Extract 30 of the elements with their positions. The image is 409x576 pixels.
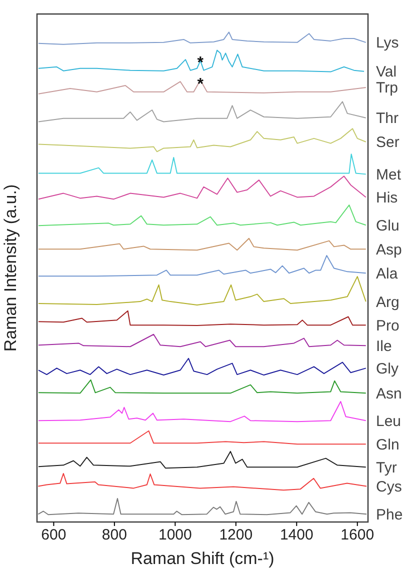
x-tick-label: 800 bbox=[102, 526, 127, 544]
series-label: Ser bbox=[376, 134, 400, 152]
series-label: Arg bbox=[376, 294, 400, 311]
series-label: Gln bbox=[376, 436, 400, 454]
series-label: Thr bbox=[376, 110, 399, 128]
x-axis-title: Raman Shift (cm-¹) bbox=[130, 549, 274, 568]
series-label: Trp bbox=[376, 80, 398, 97]
series-label: Val bbox=[376, 64, 397, 81]
series-label: Leu bbox=[376, 412, 402, 430]
y-axis-title: Raman Intensity (a.u.) bbox=[1, 184, 20, 352]
series-label: Pro bbox=[376, 317, 400, 334]
x-tick-label: 1600 bbox=[340, 526, 374, 544]
x-tick-label: 1400 bbox=[280, 526, 314, 544]
series-label: Lys bbox=[376, 34, 399, 52]
x-tick-label: 1000 bbox=[158, 526, 192, 544]
x-tick-label: 1200 bbox=[219, 526, 253, 544]
annotation: * bbox=[197, 76, 204, 93]
series-label: Phe bbox=[376, 506, 403, 524]
annotation: * bbox=[197, 54, 204, 72]
series-label: Asp bbox=[376, 241, 402, 258]
series-label: Ala bbox=[376, 265, 398, 282]
series-label: Met bbox=[376, 166, 402, 184]
series-label: Asn bbox=[376, 385, 402, 402]
x-tick-label: 600 bbox=[41, 526, 66, 544]
series-label: Gly bbox=[376, 360, 399, 378]
series-label: Glu bbox=[376, 217, 400, 234]
series-label: Tyr bbox=[376, 459, 397, 476]
series-label: His bbox=[376, 189, 398, 206]
series-label: Cys bbox=[376, 478, 402, 496]
series-label: Ile bbox=[376, 338, 392, 355]
